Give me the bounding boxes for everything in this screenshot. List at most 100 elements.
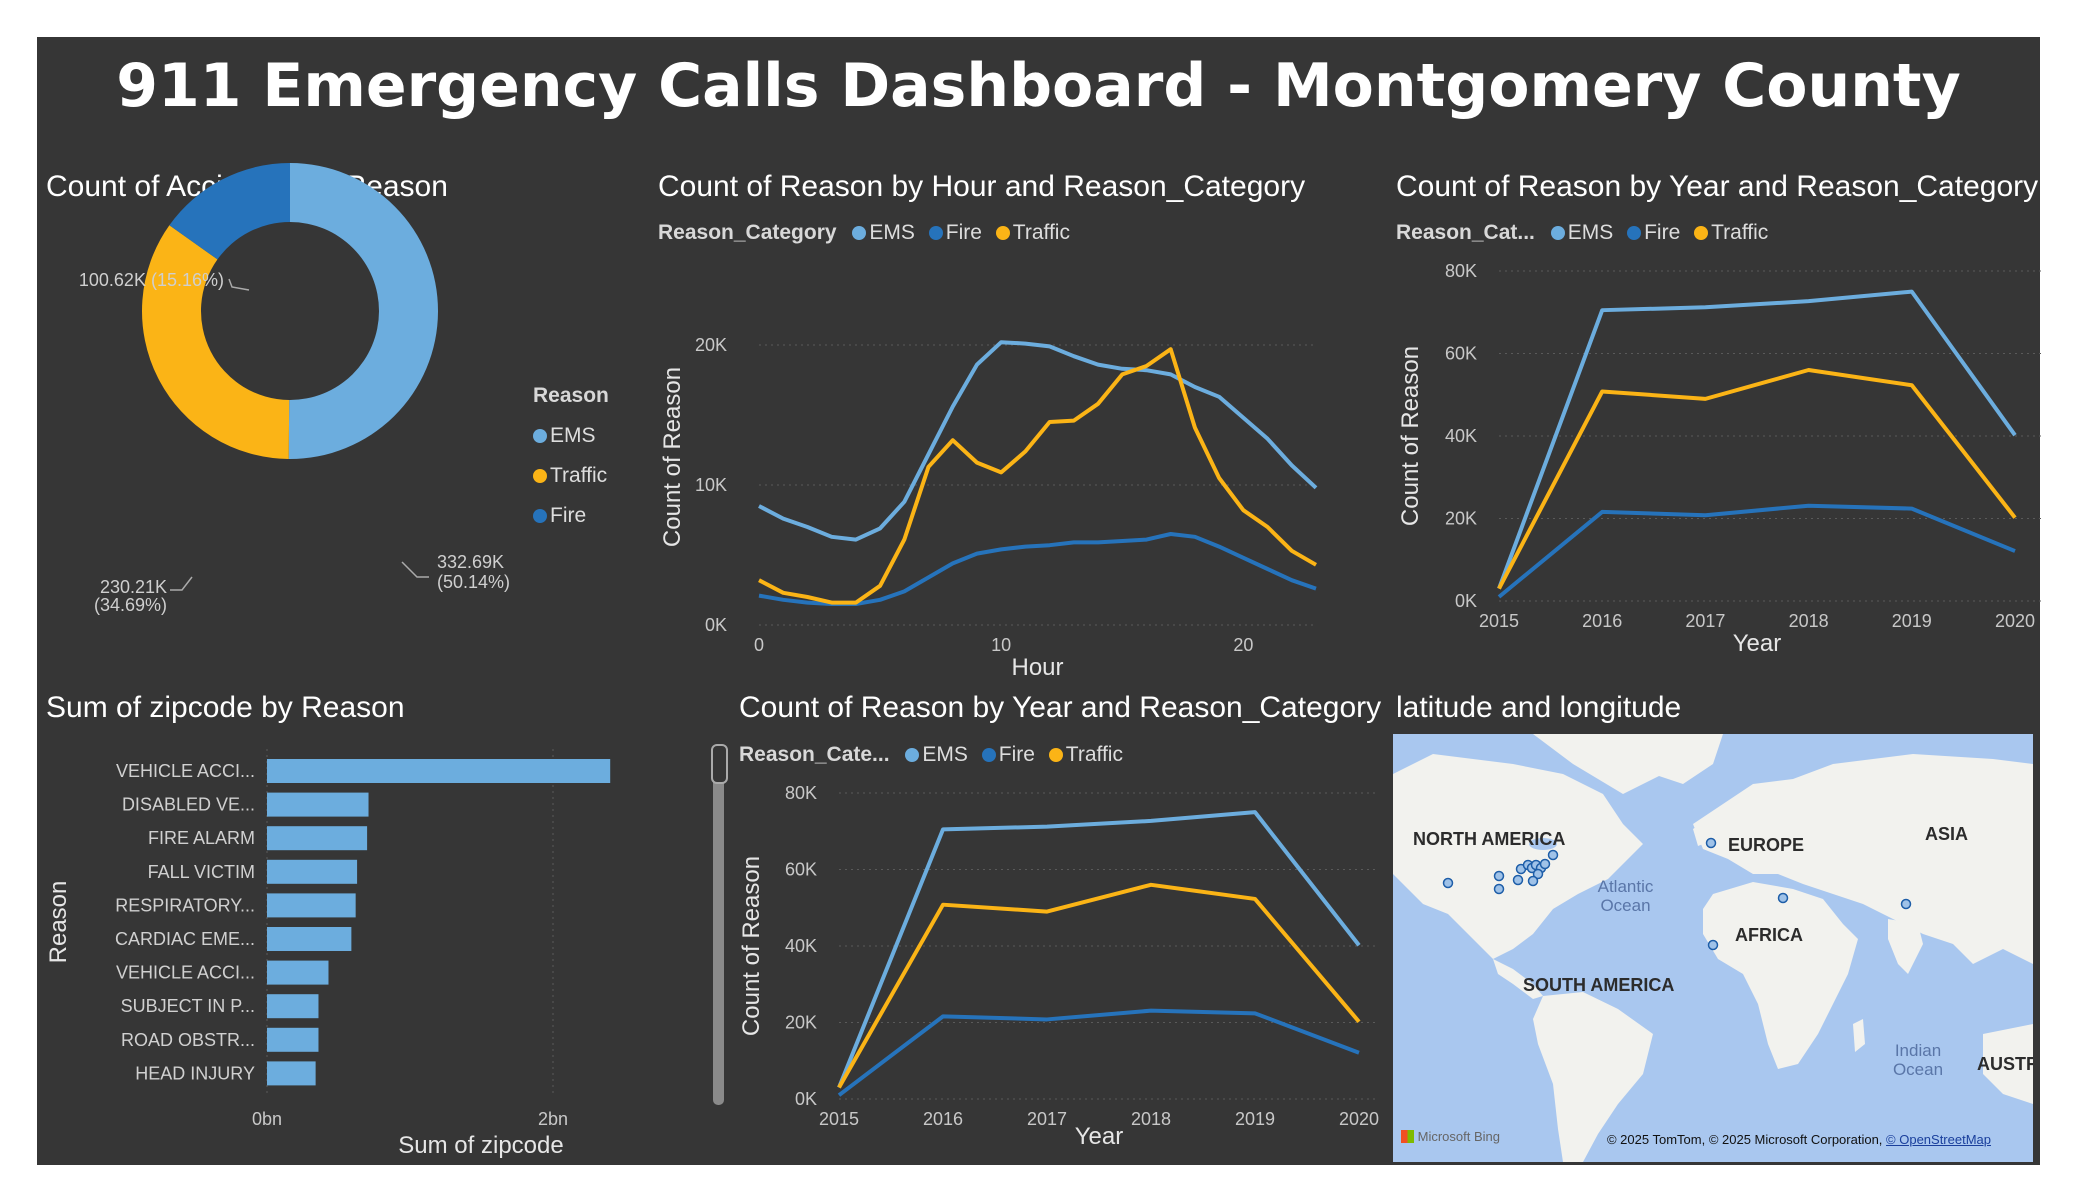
y-tick-label: 80K bbox=[785, 783, 817, 803]
y-tick-label: 60K bbox=[1445, 344, 1477, 364]
legend-label-ems: EMS bbox=[550, 424, 596, 447]
map-label-asia: ASIA bbox=[1925, 824, 1969, 844]
legend-label-traffic: Traffic bbox=[550, 464, 608, 487]
legend-scrollbar[interactable] bbox=[713, 745, 724, 1105]
map-attribution: © 2025 TomTom, © 2025 Microsoft Corporat… bbox=[1607, 1132, 1991, 1147]
legend-item-traffic[interactable]: Traffic bbox=[995, 221, 1070, 244]
x-tick-label: 2019 bbox=[1235, 1109, 1275, 1129]
x-tick-label: 2017 bbox=[1027, 1109, 1067, 1129]
year-line-chart-2[interactable]: 0K 20K 40K 60K 80K 2015 2016 2017 2018 2019 2020 Ye… bbox=[37, 37, 2040, 1165]
leader-line-fire bbox=[228, 278, 250, 291]
legend-item-ems[interactable]: EMS bbox=[905, 743, 968, 766]
legend-item-fire[interactable]: Fire bbox=[1627, 221, 1680, 244]
leader-line-traffic bbox=[170, 576, 193, 591]
y-tick-label: 10K bbox=[695, 475, 727, 495]
y-tick-label: 20K bbox=[785, 1013, 817, 1033]
bar bbox=[267, 1061, 316, 1086]
year-chart-title: Count of Reason by Year and Reason_Categ… bbox=[1396, 170, 2039, 203]
bar-category-label: HEAD INJURY bbox=[135, 1063, 255, 1083]
legend-item-traffic[interactable]: Traffic bbox=[1694, 221, 1768, 244]
x-tick-label: 2016 bbox=[923, 1109, 963, 1129]
map-label-europe: EUROPE bbox=[1728, 835, 1805, 855]
legend-label: Fire bbox=[998, 743, 1035, 766]
map-label-africa: AFRICA bbox=[1735, 925, 1803, 945]
map-land bbox=[1393, 734, 2033, 1162]
x-tick-label: 2020 bbox=[1339, 1109, 1379, 1129]
hour-line-chart[interactable]: 0K 10K 20K 0 10 20 Hour Count of Reason bbox=[37, 37, 2040, 1165]
x-tick-label: 2bn bbox=[538, 1109, 568, 1129]
hour-legend-title: Reason_Category bbox=[658, 221, 837, 244]
map-title: latitude and longitude bbox=[1396, 691, 1682, 724]
bing-label: Microsoft Bing bbox=[1417, 1129, 1500, 1144]
x-tick-label: 20 bbox=[1233, 635, 1253, 655]
osm-link[interactable]: © OpenStreetMap bbox=[1886, 1132, 1991, 1147]
legend-item-ems[interactable]: EMS bbox=[1550, 221, 1613, 244]
bar-category-label: VEHICLE ACCI... bbox=[116, 963, 255, 983]
year-legend-title: Reason_Cat... bbox=[1396, 221, 1535, 244]
donut-slice-fire bbox=[169, 163, 290, 260]
donut-chart[interactable]: 332.69K(50.14%) 230.21K(34.69%) 100.62K (1… bbox=[37, 37, 637, 637]
x-tick-label: 0bn bbox=[252, 1109, 282, 1129]
y-tick-label: 0K bbox=[795, 1089, 817, 1109]
y-tick-label: 60K bbox=[785, 860, 817, 880]
legend-item-traffic[interactable]: Traffic bbox=[1048, 743, 1123, 766]
x-tick-label: 2017 bbox=[1685, 611, 1725, 631]
series-line-fire bbox=[837, 1008, 1360, 1097]
leader-line-ems bbox=[401, 561, 429, 578]
donut-label-fire: 100.62K (15.16%) bbox=[79, 270, 224, 290]
legend-item-fire[interactable]: Fire bbox=[928, 221, 982, 244]
donut-slice-ems bbox=[288, 163, 439, 460]
y-tick-label: 40K bbox=[785, 936, 817, 956]
map-point-marker bbox=[1442, 877, 1454, 889]
y-axis-title: Count of Reason bbox=[659, 367, 686, 547]
legend-item-ems[interactable]: EMS bbox=[533, 416, 619, 456]
zipcode-bar-chart[interactable]: 0bn 2bn VEHICLE ACCI... DISABLED VE... FIRE … bbox=[37, 37, 2040, 1165]
bar bbox=[267, 859, 358, 884]
dashboard-title: 911 Emergency Calls Dashboard - Montgome… bbox=[116, 51, 1961, 121]
x-tick-label: 10 bbox=[991, 635, 1011, 655]
y-axis-title: Reason bbox=[45, 881, 72, 964]
donut-label-ems-value: 332.69K bbox=[437, 552, 504, 572]
y-tick-label: 0K bbox=[705, 615, 727, 635]
y-tick-label: 40K bbox=[1445, 426, 1477, 446]
x-axis-title: Year bbox=[1733, 630, 1782, 657]
series-line-ems bbox=[837, 810, 1361, 1089]
legend-item-fire[interactable]: Fire bbox=[981, 743, 1035, 766]
legend-item-traffic[interactable]: Traffic bbox=[533, 456, 619, 496]
map-label-australia: AUSTR bbox=[1977, 1054, 2033, 1074]
legend-label-fire: Fire bbox=[550, 504, 587, 527]
x-tick-label: 2019 bbox=[1892, 611, 1932, 631]
y-tick-label: 0K bbox=[1455, 591, 1477, 611]
x-tick-label: 2015 bbox=[819, 1109, 859, 1129]
bar-category-label: FIRE ALARM bbox=[148, 828, 255, 848]
year-chart-legend: Reason_Cat... EMS Fire Traffic bbox=[1396, 221, 1776, 245]
map-point-marker bbox=[1493, 870, 1505, 882]
series-line-ems bbox=[1497, 289, 2017, 590]
legend-item-ems[interactable]: EMS bbox=[852, 221, 915, 244]
y-axis-title: Count of Reason bbox=[738, 856, 765, 1036]
x-tick-label: 2015 bbox=[1479, 611, 1519, 631]
legend-item-fire[interactable]: Fire bbox=[533, 496, 619, 536]
world-map[interactable]: NORTH AMERICA EUROPE ASIA AFRICA SOUTH A… bbox=[1393, 734, 2033, 1162]
bar bbox=[267, 994, 319, 1019]
x-tick-label: 0 bbox=[754, 635, 764, 655]
bar bbox=[267, 792, 369, 817]
attribution-text: © 2025 TomTom, © 2025 Microsoft Corporat… bbox=[1606, 1132, 1887, 1147]
map-points bbox=[1442, 837, 1912, 951]
legend-scrollbar-thumb[interactable] bbox=[711, 744, 728, 784]
series-line-traffic bbox=[1497, 368, 2017, 590]
donut-label-traffic-value: 230.21K bbox=[100, 577, 167, 597]
bar-category-label: CARDIAC EME... bbox=[115, 929, 255, 949]
year-line-chart[interactable]: 0K 20K 40K 60K 80K 2015 2016 2017 2018 2019 2020 Ye… bbox=[37, 37, 2045, 1165]
map-point-marker bbox=[1539, 858, 1551, 870]
legend-label: EMS bbox=[922, 743, 968, 766]
legend-label: Traffic bbox=[1012, 221, 1070, 244]
map-point-marker bbox=[1532, 868, 1544, 880]
x-tick-label: 2020 bbox=[1995, 611, 2035, 631]
donut-label-traffic-pct: (34.69%) bbox=[94, 595, 167, 615]
map-point-marker bbox=[1493, 883, 1505, 895]
y-tick-label: 80K bbox=[1445, 261, 1477, 281]
hour-chart-legend: Reason_Category EMS Fire Traffic bbox=[658, 221, 1078, 245]
bar-category-label: SUBJECT IN P... bbox=[121, 996, 255, 1016]
year-chart2-title: Count of Reason by Year and Reason_Categ… bbox=[739, 691, 1382, 724]
